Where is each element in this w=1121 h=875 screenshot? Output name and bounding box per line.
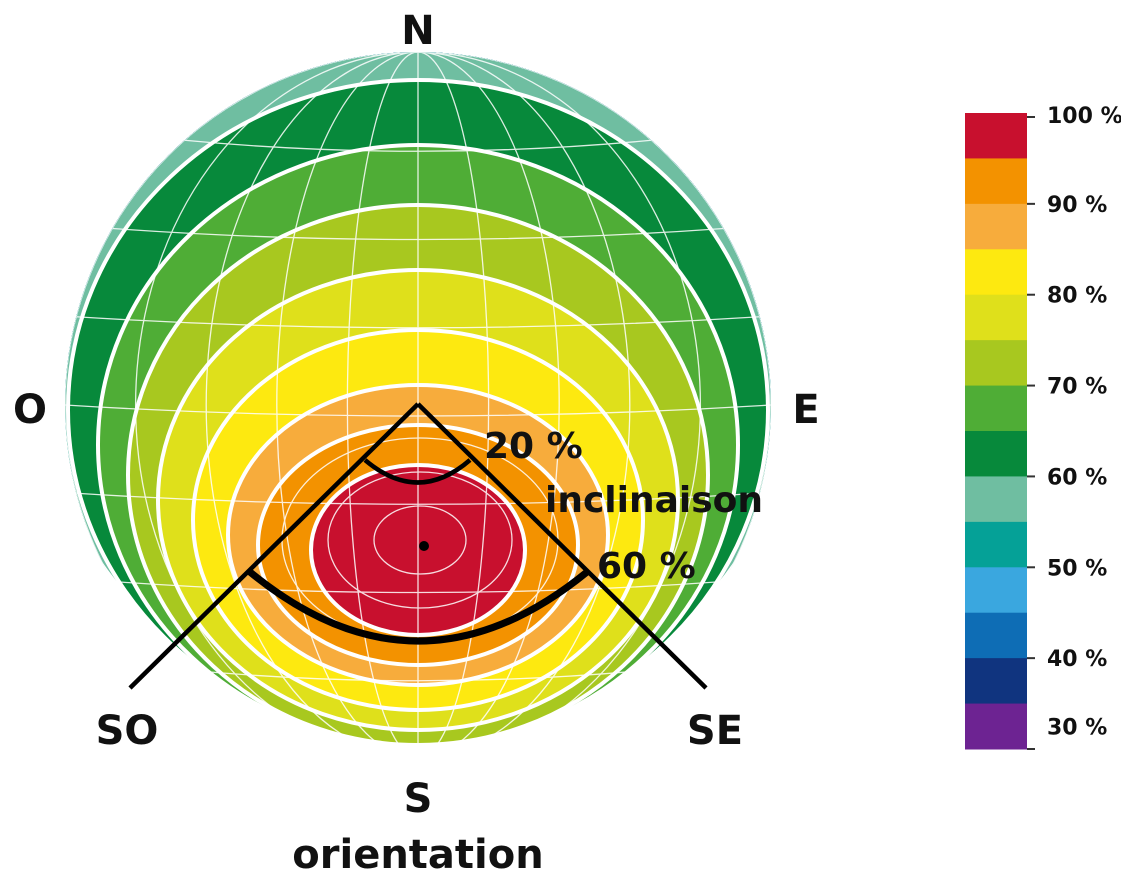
southeast-line	[416, 402, 708, 690]
grid-meridian	[276, 52, 560, 758]
orientation-sector	[128, 402, 708, 690]
grid-inclination-ring	[373, 505, 467, 575]
label-south: S	[404, 776, 433, 822]
orientation-label: orientation	[292, 832, 543, 875]
legend-tick-label: 50 %	[1047, 556, 1107, 581]
label-east: E	[792, 387, 819, 433]
legend-swatch	[965, 113, 1027, 159]
grid-meridian	[134, 52, 702, 758]
grid-parallel	[65, 404, 771, 417]
label-southeast: SE	[687, 708, 743, 754]
inclination-label: inclinaison	[545, 480, 763, 521]
optimum-dot	[419, 541, 429, 551]
legend-tick-label: 90 %	[1047, 193, 1107, 218]
label-southwest: SO	[96, 708, 159, 754]
legend-swatch	[965, 567, 1027, 614]
legend-swatch	[965, 431, 1027, 477]
legend-swatch	[965, 476, 1027, 523]
legend-swatch	[965, 521, 1027, 568]
legend-tick-label: 40 %	[1047, 647, 1107, 672]
grid-parallel	[184, 669, 652, 682]
grid-inclination-ring	[327, 471, 513, 609]
legend-swatch	[965, 340, 1027, 387]
grid-parallel	[76, 316, 760, 329]
inclination-arc-60	[247, 569, 590, 645]
label-west: O	[13, 387, 47, 433]
grid-meridian	[205, 52, 631, 758]
label-north: N	[401, 8, 434, 54]
legend-swatch	[965, 203, 1027, 250]
grid-parallel	[112, 227, 724, 241]
legend-tick-label: 100 %	[1047, 104, 1121, 129]
color-legend: 100 % 90 % 80 % 70 % 60 % 50 % 40 % 30 %	[965, 104, 1121, 750]
legend-swatch	[965, 158, 1027, 205]
grid-parallel	[184, 139, 652, 152]
southwest-line	[128, 402, 420, 690]
legend-swatch	[965, 385, 1027, 432]
legend-swatch	[965, 612, 1027, 659]
legend-tick-label: 70 %	[1047, 375, 1107, 400]
grid-parallel	[76, 492, 760, 505]
legend-swatch	[965, 249, 1027, 296]
inclination-mark-20: 20 %	[484, 426, 583, 467]
legend-swatch	[965, 703, 1027, 750]
grid-meridian	[346, 52, 490, 758]
inclination-arc-20	[363, 458, 472, 485]
legend-swatch	[965, 658, 1027, 705]
legend-tick-label: 30 %	[1047, 715, 1107, 740]
legend-swatch	[965, 294, 1027, 341]
legend-tick-label: 80 %	[1047, 284, 1107, 309]
inclination-mark-60: 60 %	[597, 546, 696, 587]
grid-parallel	[112, 580, 724, 594]
legend-tick-label: 60 %	[1047, 465, 1107, 490]
